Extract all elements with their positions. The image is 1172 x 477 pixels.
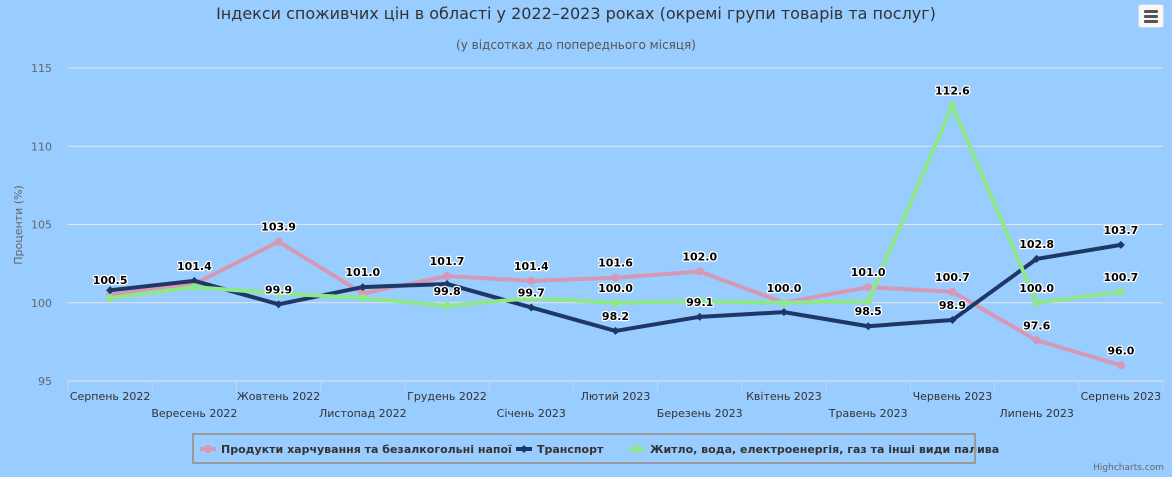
y-tick-label: 110 xyxy=(31,140,52,153)
data-label: 103.9 xyxy=(261,221,296,234)
data-point[interactable] xyxy=(274,300,283,309)
data-point[interactable] xyxy=(1032,254,1041,263)
data-point[interactable] xyxy=(695,312,704,321)
x-tick-label: Листопад 2022 xyxy=(319,407,407,420)
x-tick-label: Лютий 2023 xyxy=(581,390,651,403)
data-label: 98.9 xyxy=(939,299,966,312)
y-tick-label: 115 xyxy=(31,62,52,75)
data-label: 101.6 xyxy=(598,257,633,270)
data-label: 96.0 xyxy=(1107,344,1134,357)
data-point[interactable] xyxy=(358,294,367,303)
x-tick-label: Грудень 2022 xyxy=(407,390,487,403)
data-label: 101.7 xyxy=(430,255,465,268)
data-point[interactable] xyxy=(695,267,704,276)
data-point[interactable] xyxy=(527,294,536,303)
data-point[interactable] xyxy=(274,237,283,246)
data-point[interactable] xyxy=(864,322,873,331)
x-tick-label: Серпень 2022 xyxy=(70,390,151,403)
data-point[interactable] xyxy=(611,326,620,335)
legend-item-label[interactable]: Продукти харчування та безалкогольні нап… xyxy=(221,443,512,456)
data-point[interactable] xyxy=(864,283,873,292)
data-point[interactable] xyxy=(1032,336,1041,345)
x-tick-label: Серпень 2023 xyxy=(1081,390,1162,403)
data-label: 100.0 xyxy=(767,282,802,295)
x-tick-label: Січень 2023 xyxy=(497,407,566,420)
data-point[interactable] xyxy=(948,101,957,110)
hamburger-icon[interactable] xyxy=(1138,4,1164,28)
data-label: 98.5 xyxy=(855,305,882,318)
data-label: 99.1 xyxy=(686,296,713,309)
grid xyxy=(68,67,1163,382)
data-point[interactable] xyxy=(443,301,452,310)
data-label: 100.7 xyxy=(935,271,970,284)
data-point[interactable] xyxy=(948,287,957,296)
y-tick-label: 95 xyxy=(38,375,52,388)
y-tick-label: 100 xyxy=(31,297,52,310)
data-point[interactable] xyxy=(779,308,788,317)
data-point[interactable] xyxy=(1116,240,1125,249)
data-label: 100.0 xyxy=(598,282,633,295)
data-point[interactable] xyxy=(695,297,704,306)
data-label: 98.2 xyxy=(602,310,629,323)
credits-link[interactable]: Highcharts.com xyxy=(1093,463,1164,473)
legend-item-label[interactable]: Транспорт xyxy=(537,443,604,456)
x-tick-label: Червень 2023 xyxy=(913,390,993,403)
data-label: 101.4 xyxy=(177,260,212,273)
data-point[interactable] xyxy=(527,303,536,312)
data-point[interactable] xyxy=(358,283,367,292)
legend-frame xyxy=(192,433,976,464)
y-axis: 95 100 105 110 115 xyxy=(31,62,52,388)
legend-marker xyxy=(204,445,212,453)
data-point[interactable] xyxy=(190,283,199,292)
data-point[interactable] xyxy=(443,279,452,288)
data-point[interactable] xyxy=(274,289,283,298)
data-point[interactable] xyxy=(106,286,115,295)
data-point[interactable] xyxy=(779,298,788,307)
legend-marker xyxy=(633,445,641,453)
data-point[interactable] xyxy=(443,272,452,281)
legend-item-label[interactable]: Житло, вода, електроенергія, газ та інші… xyxy=(650,443,999,456)
chart-title: Індекси споживчих цін в області у 2022–2… xyxy=(216,4,936,23)
data-point[interactable] xyxy=(1116,361,1125,370)
data-point[interactable] xyxy=(190,276,199,285)
data-point[interactable] xyxy=(864,297,873,306)
data-labels: 100.5 103.9 101.7 101.4 101.6 102.0 101.0 100.7… xyxy=(91,83,1139,358)
x-tick-label: Квітень 2023 xyxy=(746,390,822,403)
data-point[interactable] xyxy=(1032,298,1041,307)
y-axis-title: Проценти (%) xyxy=(12,185,25,265)
data-point[interactable] xyxy=(106,294,115,303)
data-label: 101.4 xyxy=(514,260,549,273)
data-point[interactable] xyxy=(611,298,620,307)
legend: Продукти харчування та безалкогольні нап… xyxy=(200,443,999,456)
data-label: 99.7 xyxy=(518,286,545,299)
y-tick-label: 105 xyxy=(31,219,52,232)
series-group xyxy=(106,101,1125,370)
x-tick-label: Вересень 2022 xyxy=(151,407,237,420)
chart-subtitle: (у відсотках до попереднього місяця) xyxy=(456,38,696,52)
data-label: 101.0 xyxy=(345,266,380,279)
data-label: 99.8 xyxy=(433,285,460,298)
data-label: 99.9 xyxy=(265,283,292,296)
data-point[interactable] xyxy=(527,276,536,285)
data-label: 101.0 xyxy=(851,266,886,279)
data-label: 112.6 xyxy=(935,85,970,98)
legend-marker xyxy=(520,445,528,453)
x-tick-label: Липень 2023 xyxy=(999,407,1074,420)
data-label: 102.8 xyxy=(1019,238,1054,251)
data-label: 102.0 xyxy=(682,250,717,263)
data-label: 100.7 xyxy=(1103,271,1138,284)
data-label: 100.5 xyxy=(93,274,128,287)
data-point[interactable] xyxy=(948,315,957,324)
data-label: 103.7 xyxy=(1103,224,1138,237)
x-tick-label: Травень 2023 xyxy=(828,407,908,420)
data-label: 97.6 xyxy=(1023,319,1050,332)
x-tick-label: Жовтень 2022 xyxy=(237,390,320,403)
x-tick-label: Березень 2023 xyxy=(657,407,743,420)
data-point[interactable] xyxy=(1116,287,1125,296)
data-label: 100.0 xyxy=(1019,282,1054,295)
data-point[interactable] xyxy=(611,273,620,282)
